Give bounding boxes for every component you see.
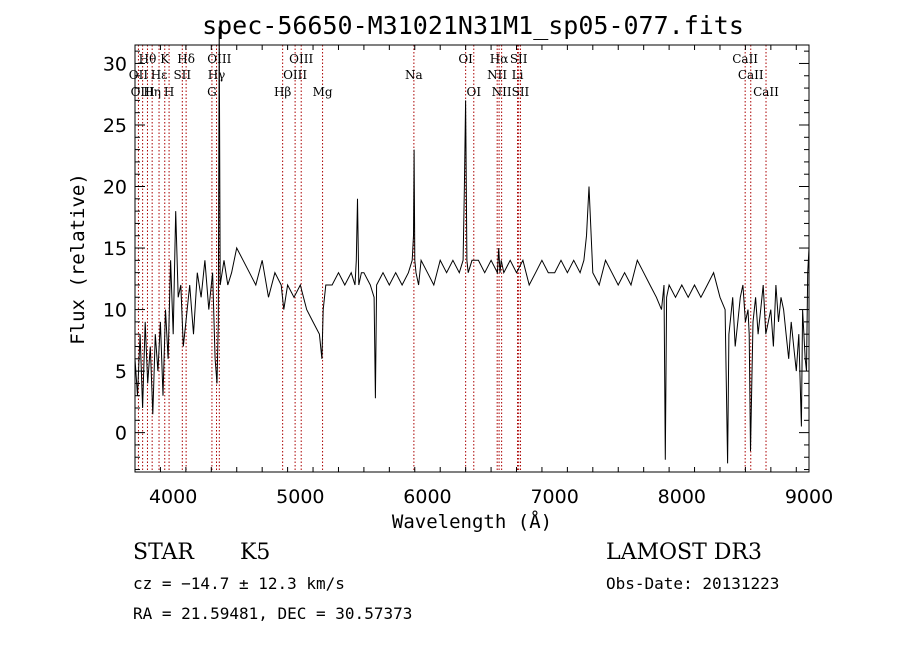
y-tick-label-0: 0 [115, 423, 127, 445]
object-class: STAR [133, 540, 195, 565]
line-label-10: Hγ [208, 68, 226, 82]
coordinates-text: RA = 21.59481, DEC = 30.57373 [133, 604, 412, 623]
y-tick-label-25: 25 [103, 115, 127, 137]
x-tick-label-9000: 9000 [785, 486, 833, 508]
line-label-5: K [160, 52, 170, 66]
line-label-11: G [207, 85, 217, 99]
line-label-26: CaII [738, 68, 764, 82]
x-axis-label: Wavelength (Å) [392, 510, 552, 533]
x-tick-label-5000: 5000 [276, 486, 324, 508]
line-label-24: SII [512, 85, 530, 99]
plot-area: 4000 5000 6000 7000 8000 9000 0 5 10 15 20 25 30 Hθ OI… [103, 26, 833, 508]
line-label-18: OI [466, 85, 481, 99]
line-label-21: NII [492, 85, 512, 99]
line-label-9: OIII [207, 52, 231, 66]
line-label-16: Na [405, 68, 423, 82]
line-label-12: Hβ [274, 85, 291, 99]
line-label-19: Hα [490, 52, 509, 66]
chart-title: spec-56650-M31021N31M1_sp05-077.fits [202, 11, 744, 40]
line-label-14: OIII [283, 68, 307, 82]
line-label-0: Hθ [139, 52, 157, 66]
spectrum-line [134, 26, 810, 464]
line-label-4: Hε [151, 68, 168, 82]
y-tick-label-15: 15 [103, 238, 127, 260]
obs-date-text: Obs-Date: 20131223 [606, 574, 779, 593]
x-tick-label-8000: 8000 [658, 486, 706, 508]
y-tick-label-5: 5 [115, 361, 127, 383]
line-label-7: SII [173, 68, 191, 82]
y-axis-label: Flux (relative) [67, 173, 89, 345]
object-subclass: K5 [240, 540, 270, 565]
line-label-27: CaII [753, 85, 779, 99]
line-label-25: CaII [732, 52, 758, 66]
line-label-6: H [164, 85, 174, 99]
plot-frame [134, 44, 810, 473]
survey-name: LAMOST DR3 [606, 540, 762, 565]
line-label-15: Mg [313, 85, 333, 99]
line-label-23: Li [512, 68, 524, 82]
x-tick-label-7000: 7000 [530, 486, 578, 508]
line-label-13: OIII [289, 52, 313, 66]
x-tick-label-6000: 6000 [403, 486, 451, 508]
y-tick-label-10: 10 [103, 300, 127, 322]
line-label-17: OI [458, 52, 473, 66]
y-tick-label-20: 20 [103, 177, 127, 199]
line-label-1: OII [129, 68, 149, 82]
y-tick-label-30: 30 [103, 53, 127, 75]
line-label-22: SII [510, 52, 528, 66]
line-label-2: OIII [131, 85, 155, 99]
line-label-8: Hδ [177, 52, 195, 66]
line-label-20: NII [487, 68, 507, 82]
redshift-text: cz = −14.7 ± 12.3 km/s [133, 574, 345, 593]
line-label-3: Hη [143, 85, 161, 99]
x-tick-label-4000: 4000 [149, 486, 197, 508]
